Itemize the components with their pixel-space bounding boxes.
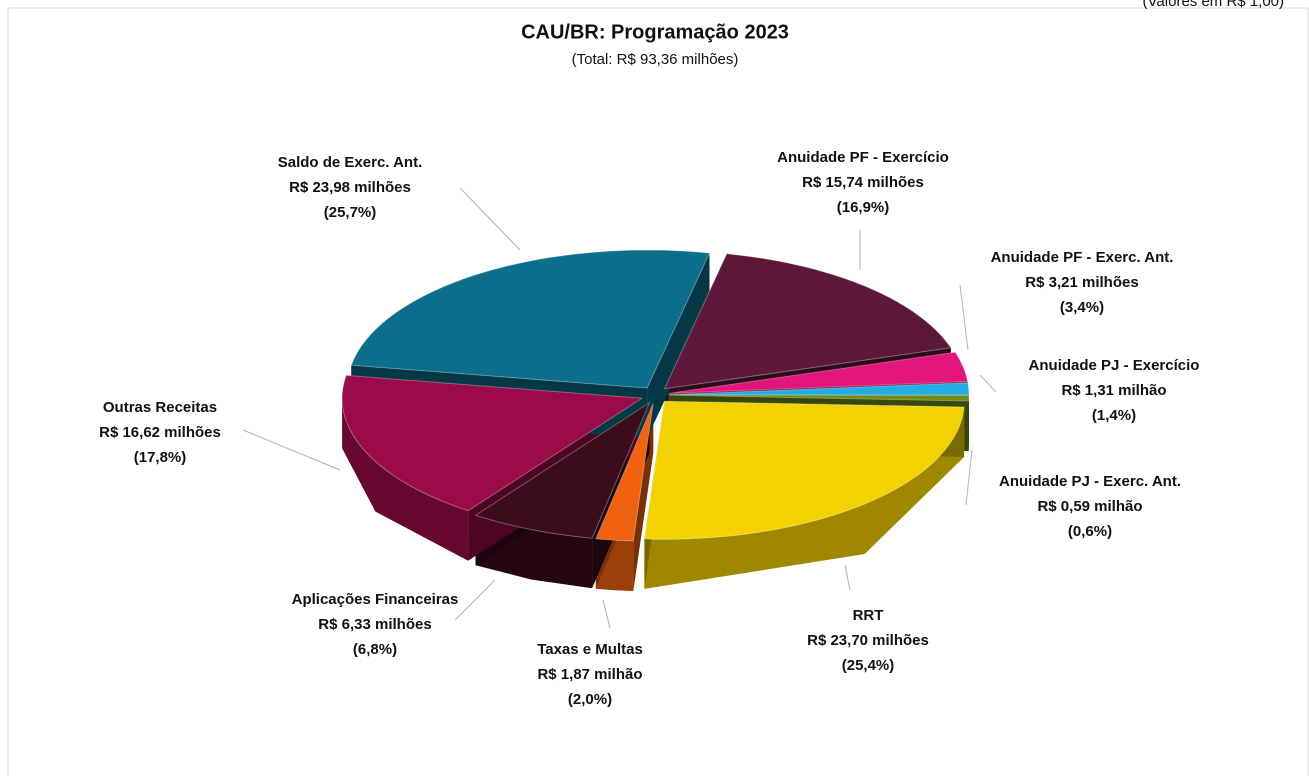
leader-line [965, 449, 973, 506]
slice-side-shade [644, 407, 965, 589]
slice [595, 403, 654, 542]
slice-label: Outras Receitas [103, 399, 217, 416]
slice-label: Anuidade PF - Exerc. Ant. [991, 249, 1174, 266]
slice-cut-shade [647, 253, 710, 439]
slice [663, 253, 952, 390]
slice [643, 400, 965, 540]
slice-side-shade [342, 398, 469, 561]
slice-side [644, 407, 965, 589]
chart-subtitle: (Total: R$ 93,36 milhões) [572, 51, 739, 68]
slice [668, 394, 970, 402]
percent-label: (3,4%) [1060, 299, 1104, 316]
leader-line [602, 599, 611, 629]
percent-label: (2,0%) [568, 691, 612, 708]
slice-label: Aplicações Financeiras [292, 591, 459, 608]
slice [350, 249, 711, 389]
value-label: R$ 0,59 milhão [1037, 498, 1142, 515]
slice-label: Anuidade PF - Exercício [777, 149, 949, 166]
leader-line [844, 564, 851, 591]
slice [474, 401, 651, 539]
value-label: R$ 6,33 milhões [318, 616, 431, 633]
leader-line [242, 429, 341, 471]
slice-label: RRT [853, 607, 884, 624]
slice-side [342, 398, 469, 561]
slice [668, 382, 970, 396]
percent-label: (16,9%) [837, 199, 890, 216]
value-label: R$ 3,21 milhões [1025, 274, 1138, 291]
value-label: R$ 1,87 milhão [537, 666, 642, 683]
slice [341, 374, 644, 512]
percent-label: (6,8%) [353, 641, 397, 658]
slice-label: Anuidade PJ - Exerc. Ant. [999, 473, 1181, 490]
leader-line [979, 374, 997, 393]
value-label: R$ 16,62 milhões [99, 424, 221, 441]
slice-label: Anuidade PJ - Exercício [1029, 357, 1200, 374]
units-note: (Valores em R$ 1,00) [1143, 0, 1284, 10]
leader-line [454, 579, 496, 621]
value-label: R$ 15,74 milhões [802, 174, 924, 191]
value-label: R$ 23,70 milhões [807, 632, 929, 649]
leader-line [459, 187, 521, 251]
percent-label: (25,7%) [324, 204, 377, 221]
leader-line [959, 284, 969, 351]
percent-label: (17,8%) [134, 449, 187, 466]
percent-label: (25,4%) [842, 657, 895, 674]
slice-label: Saldo de Exerc. Ant. [278, 154, 423, 171]
percent-label: (0,6%) [1068, 523, 1112, 540]
value-label: R$ 1,31 milhão [1061, 382, 1166, 399]
chart-title: CAU/BR: Programação 2023 [521, 21, 789, 43]
slice-tops [341, 249, 970, 542]
slice-label: Taxas e Multas [537, 641, 643, 658]
percent-label: (1,4%) [1092, 407, 1136, 424]
value-label: R$ 23,98 milhões [289, 179, 411, 196]
slice [668, 351, 969, 394]
